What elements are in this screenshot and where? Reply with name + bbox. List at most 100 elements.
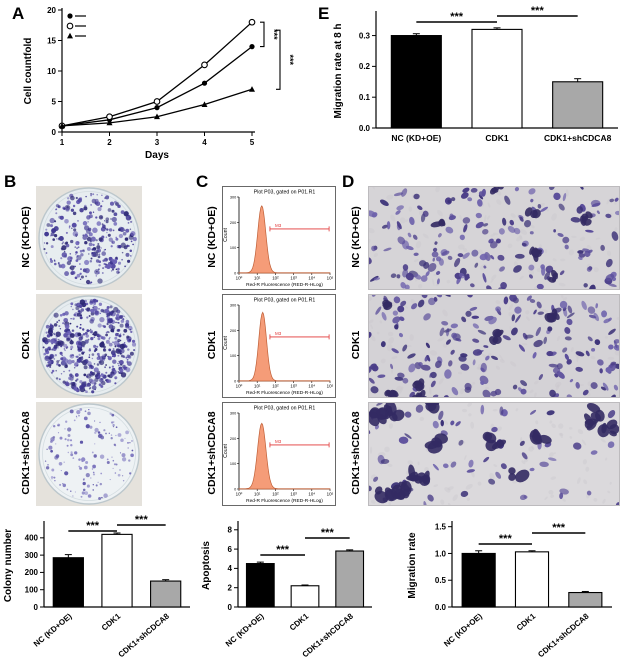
- migration-8h-bar-chart: 0.0 0.1 0.2 0.3 Migration rate at 8 h NC (KD+…: [330, 0, 624, 168]
- svg-text:0: 0: [234, 380, 236, 384]
- row-label-nc: NC (KD+OE): [206, 206, 218, 268]
- svg-text:10³: 10³: [290, 276, 297, 281]
- svg-text:Migration rate at 8 h: Migration rate at 8 h: [333, 23, 344, 118]
- svg-text:CDK1: CDK1: [485, 133, 508, 143]
- svg-text:15: 15: [47, 36, 56, 45]
- svg-text:10¹: 10¹: [254, 492, 261, 497]
- svg-text:10²: 10²: [272, 276, 279, 281]
- svg-text:10⁴: 10⁴: [308, 276, 315, 281]
- svg-text:8: 8: [228, 526, 233, 535]
- svg-text:0.2: 0.2: [359, 62, 371, 71]
- svg-text:5: 5: [52, 97, 57, 106]
- svg-text:Plot P03, gated on P01.R1: Plot P03, gated on P01.R1: [254, 298, 316, 304]
- svg-text:100: 100: [230, 246, 236, 250]
- svg-text:200: 200: [25, 568, 39, 577]
- svg-text:10²: 10²: [272, 492, 279, 497]
- svg-text:2: 2: [107, 138, 112, 147]
- svg-text:200: 200: [230, 221, 236, 225]
- svg-text:0: 0: [234, 488, 236, 492]
- svg-text:M3: M3: [275, 439, 282, 444]
- migration-image-shcdca8: [366, 392, 621, 510]
- svg-text:10³: 10³: [290, 384, 297, 389]
- svg-text:Red-R Fluorescence (RED-R-HLog: Red-R Fluorescence (RED-R-HLog): [246, 390, 323, 396]
- svg-text:CDK1+shCDCA8: CDK1+shCDCA8: [117, 611, 172, 659]
- panel-e-letter: E: [318, 4, 330, 23]
- svg-text:100: 100: [230, 462, 236, 466]
- svg-text:10⁵: 10⁵: [327, 384, 334, 389]
- svg-text:0: 0: [52, 128, 57, 137]
- svg-text:1.0: 1.0: [435, 549, 447, 558]
- svg-text:10⁴: 10⁴: [308, 384, 315, 389]
- svg-text:10: 10: [47, 67, 56, 76]
- migration-image-cdk1: [364, 291, 622, 405]
- svg-text:Plot P03, gated on P01.R1: Plot P03, gated on P01.R1: [254, 406, 316, 412]
- cell-growth-line-chart: 0 5 10 15 20 1 2 3 4 5 Days Cell countfold *** ***: [20, 0, 310, 168]
- svg-text:6: 6: [228, 545, 233, 554]
- svg-text:0.5: 0.5: [435, 576, 447, 585]
- svg-text:***: ***: [321, 527, 335, 539]
- svg-text:***: ***: [552, 522, 566, 534]
- svg-text:10³: 10³: [290, 492, 297, 497]
- svg-text:Days: Days: [145, 150, 169, 161]
- svg-text:400: 400: [25, 534, 39, 543]
- svg-text:300: 300: [25, 551, 39, 560]
- svg-text:10⁰: 10⁰: [236, 492, 243, 497]
- svg-text:300: 300: [230, 412, 236, 416]
- svg-text:Count: Count: [223, 444, 229, 458]
- svg-text:Cell countfold: Cell countfold: [23, 38, 34, 105]
- apoptosis-bar-chart: 0 2 4 6 8 Apoptosis NC (KD+OE) CDK1 CDK1+shCDCA8…: [198, 510, 380, 659]
- row-label-shcdca8: CDK1+shCDCA8: [206, 411, 218, 495]
- colony-image-cdk1: [36, 294, 142, 398]
- row-label-cdk1: CDK1: [350, 330, 362, 360]
- svg-text:4: 4: [228, 564, 233, 573]
- svg-text:Migration rate: Migration rate: [407, 532, 418, 599]
- svg-text:Apoptosis: Apoptosis: [201, 541, 212, 590]
- svg-text:10²: 10²: [272, 384, 279, 389]
- svg-text:***: ***: [86, 520, 100, 532]
- flow-histogram-shcdca8: Plot P03, gated on P01.R1 0 100 200 300 10⁰ 10…: [222, 402, 336, 506]
- svg-text:300: 300: [230, 304, 236, 308]
- svg-text:0.0: 0.0: [435, 603, 447, 612]
- svg-text:10¹: 10¹: [254, 276, 261, 281]
- colony-image-shcdca8: [36, 402, 142, 506]
- panel-b-letter: B: [4, 172, 17, 191]
- colony-image-nc: [36, 186, 142, 290]
- svg-text:20: 20: [47, 6, 56, 15]
- svg-text:4: 4: [202, 138, 207, 147]
- svg-text:200: 200: [230, 329, 236, 333]
- svg-text:CDK1+shCDCA8: CDK1+shCDCA8: [544, 133, 612, 143]
- svg-text:10⁴: 10⁴: [308, 492, 315, 497]
- svg-text:10¹: 10¹: [254, 384, 261, 389]
- row-label-cdk1: CDK1: [206, 330, 218, 360]
- flow-histogram-cdk1: Plot P03, gated on P01.R1 0 100 200 300 10⁰ 10…: [222, 294, 336, 398]
- svg-text:300: 300: [230, 196, 236, 200]
- svg-text:***: ***: [450, 11, 464, 23]
- svg-text:NC (KD+OE): NC (KD+OE): [224, 611, 266, 648]
- svg-text:0: 0: [228, 603, 233, 612]
- svg-text:***: ***: [285, 54, 295, 65]
- svg-text:M3: M3: [275, 223, 282, 228]
- migration-image-nc: [365, 182, 622, 294]
- row-label-nc: NC (KD+OE): [350, 206, 362, 268]
- svg-text:Count: Count: [223, 228, 229, 242]
- svg-text:3: 3: [155, 138, 160, 147]
- svg-text:***: ***: [135, 514, 149, 526]
- migration-rate-bar-chart: 0.0 0.5 1.0 1.5 Migration rate NC (KD+OE) CDK1…: [404, 510, 624, 659]
- svg-text:CDK1+shCDCA8: CDK1+shCDCA8: [536, 611, 591, 659]
- svg-text:NC (KD+OE): NC (KD+OE): [391, 133, 441, 143]
- svg-text:5: 5: [250, 138, 255, 147]
- svg-text:0: 0: [234, 272, 236, 276]
- svg-text:0.3: 0.3: [359, 31, 371, 40]
- svg-text:***: ***: [269, 29, 279, 40]
- svg-text:CDK1: CDK1: [288, 611, 311, 632]
- svg-text:M3: M3: [275, 331, 282, 336]
- svg-text:10⁵: 10⁵: [327, 492, 334, 497]
- svg-text:Plot P03, gated on P01.R1: Plot P03, gated on P01.R1: [254, 190, 316, 196]
- svg-text:100: 100: [25, 586, 39, 595]
- svg-text:Red-R Fluorescence (RED-R-HLog: Red-R Fluorescence (RED-R-HLog): [246, 282, 323, 288]
- svg-text:***: ***: [276, 544, 290, 556]
- svg-text:NC (KD+OE): NC (KD+OE): [32, 611, 74, 648]
- svg-text:CDK1: CDK1: [100, 611, 123, 632]
- row-label-nc: NC (KD+OE): [20, 206, 32, 268]
